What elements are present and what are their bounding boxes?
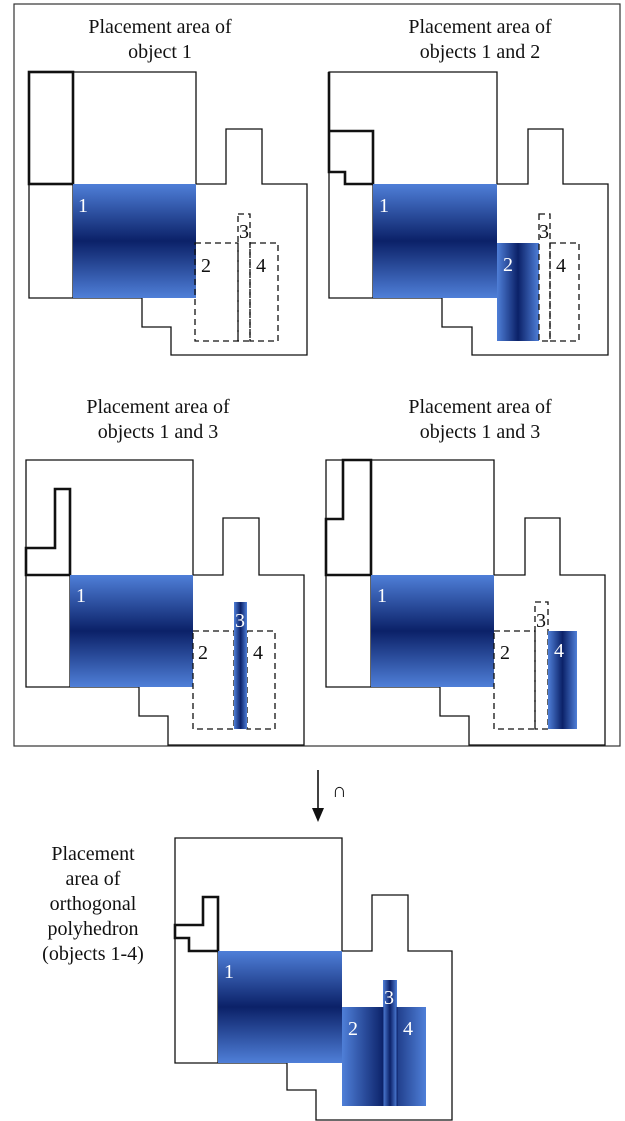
panel-3-title-line1: Placement area of [86, 396, 230, 418]
placement-area [324, 458, 373, 577]
placement-area [327, 72, 375, 186]
object-4-label: 4 [554, 640, 564, 662]
object-2-label: 2 [348, 1018, 358, 1040]
object-3-label: 3 [384, 987, 394, 1009]
panel-objects-1-2: Placement area of objects 1 and 2 1 2 3 … [327, 16, 609, 356]
object-1 [73, 184, 196, 298]
object-1-label: 1 [78, 195, 88, 217]
panel-objects-1-3-b: Placement area of objects 1 and 3 1 2 3 … [324, 396, 606, 746]
panel-2-title-line1: Placement area of [408, 16, 552, 38]
panel-objects-1-3-a: Placement area of objects 1 and 3 1 2 3 … [24, 396, 305, 746]
object-4-label: 4 [253, 642, 263, 664]
object-1-label: 1 [224, 961, 234, 983]
container-outline [25, 459, 305, 746]
result-text-line3: orthogonal [50, 893, 137, 915]
object-3 [234, 602, 247, 729]
object-4-outline [549, 242, 580, 342]
object-3-outline [237, 213, 251, 342]
result-text-line1: Placement [51, 843, 135, 865]
result-text-line2: area of [66, 868, 121, 890]
object-1-label: 1 [377, 585, 387, 607]
object-3-outline [538, 213, 551, 342]
object-1 [371, 575, 494, 687]
object-4-label: 4 [556, 255, 566, 277]
object-2-label: 2 [503, 254, 513, 276]
container-outline [28, 71, 308, 356]
object-4-label: 4 [256, 255, 266, 277]
result-panel: Placement area of orthogonal polyhedron … [42, 837, 453, 1121]
placement-area [173, 895, 220, 953]
object-4-outline [249, 242, 279, 342]
panel-3-title-line2: objects 1 and 3 [98, 421, 219, 443]
object-1-label: 1 [379, 195, 389, 217]
object-3-label: 3 [539, 221, 549, 243]
panel-object-1: Placement area of object 1 1 2 3 4 [27, 16, 308, 356]
panel-4-title-line1: Placement area of [408, 396, 552, 418]
container-outline [174, 837, 453, 1121]
object-3 [383, 980, 397, 1106]
object-2-label: 2 [201, 255, 211, 277]
object-4-label: 4 [403, 1018, 413, 1040]
object-1 [218, 951, 342, 1063]
intersection-arrow: ∩ [312, 770, 346, 822]
container-outline [328, 71, 609, 356]
result-text-line5: (objects 1-4) [42, 943, 144, 965]
panel-4-title-line2: objects 1 and 3 [420, 421, 541, 443]
object-1 [373, 184, 497, 298]
object-3-label: 3 [235, 610, 245, 632]
object-3-label: 3 [239, 221, 249, 243]
container-outline [325, 459, 606, 746]
object-1-label: 1 [76, 585, 86, 607]
placement-area [27, 70, 75, 186]
object-3-label: 3 [536, 610, 546, 632]
result-text-line4: polyhedron [47, 918, 138, 940]
panel-1-title-line2: object 1 [128, 41, 192, 63]
panels-frame [13, 3, 621, 747]
intersection-symbol: ∩ [332, 780, 346, 802]
object-2 [497, 243, 539, 341]
placement-area [24, 487, 72, 577]
object-1 [70, 575, 193, 687]
panel-2-title-line2: objects 1 and 2 [420, 41, 541, 63]
object-2-label: 2 [500, 642, 510, 664]
object-4 [548, 631, 577, 729]
panel-1-title-line1: Placement area of [88, 16, 232, 38]
object-2-label: 2 [198, 642, 208, 664]
